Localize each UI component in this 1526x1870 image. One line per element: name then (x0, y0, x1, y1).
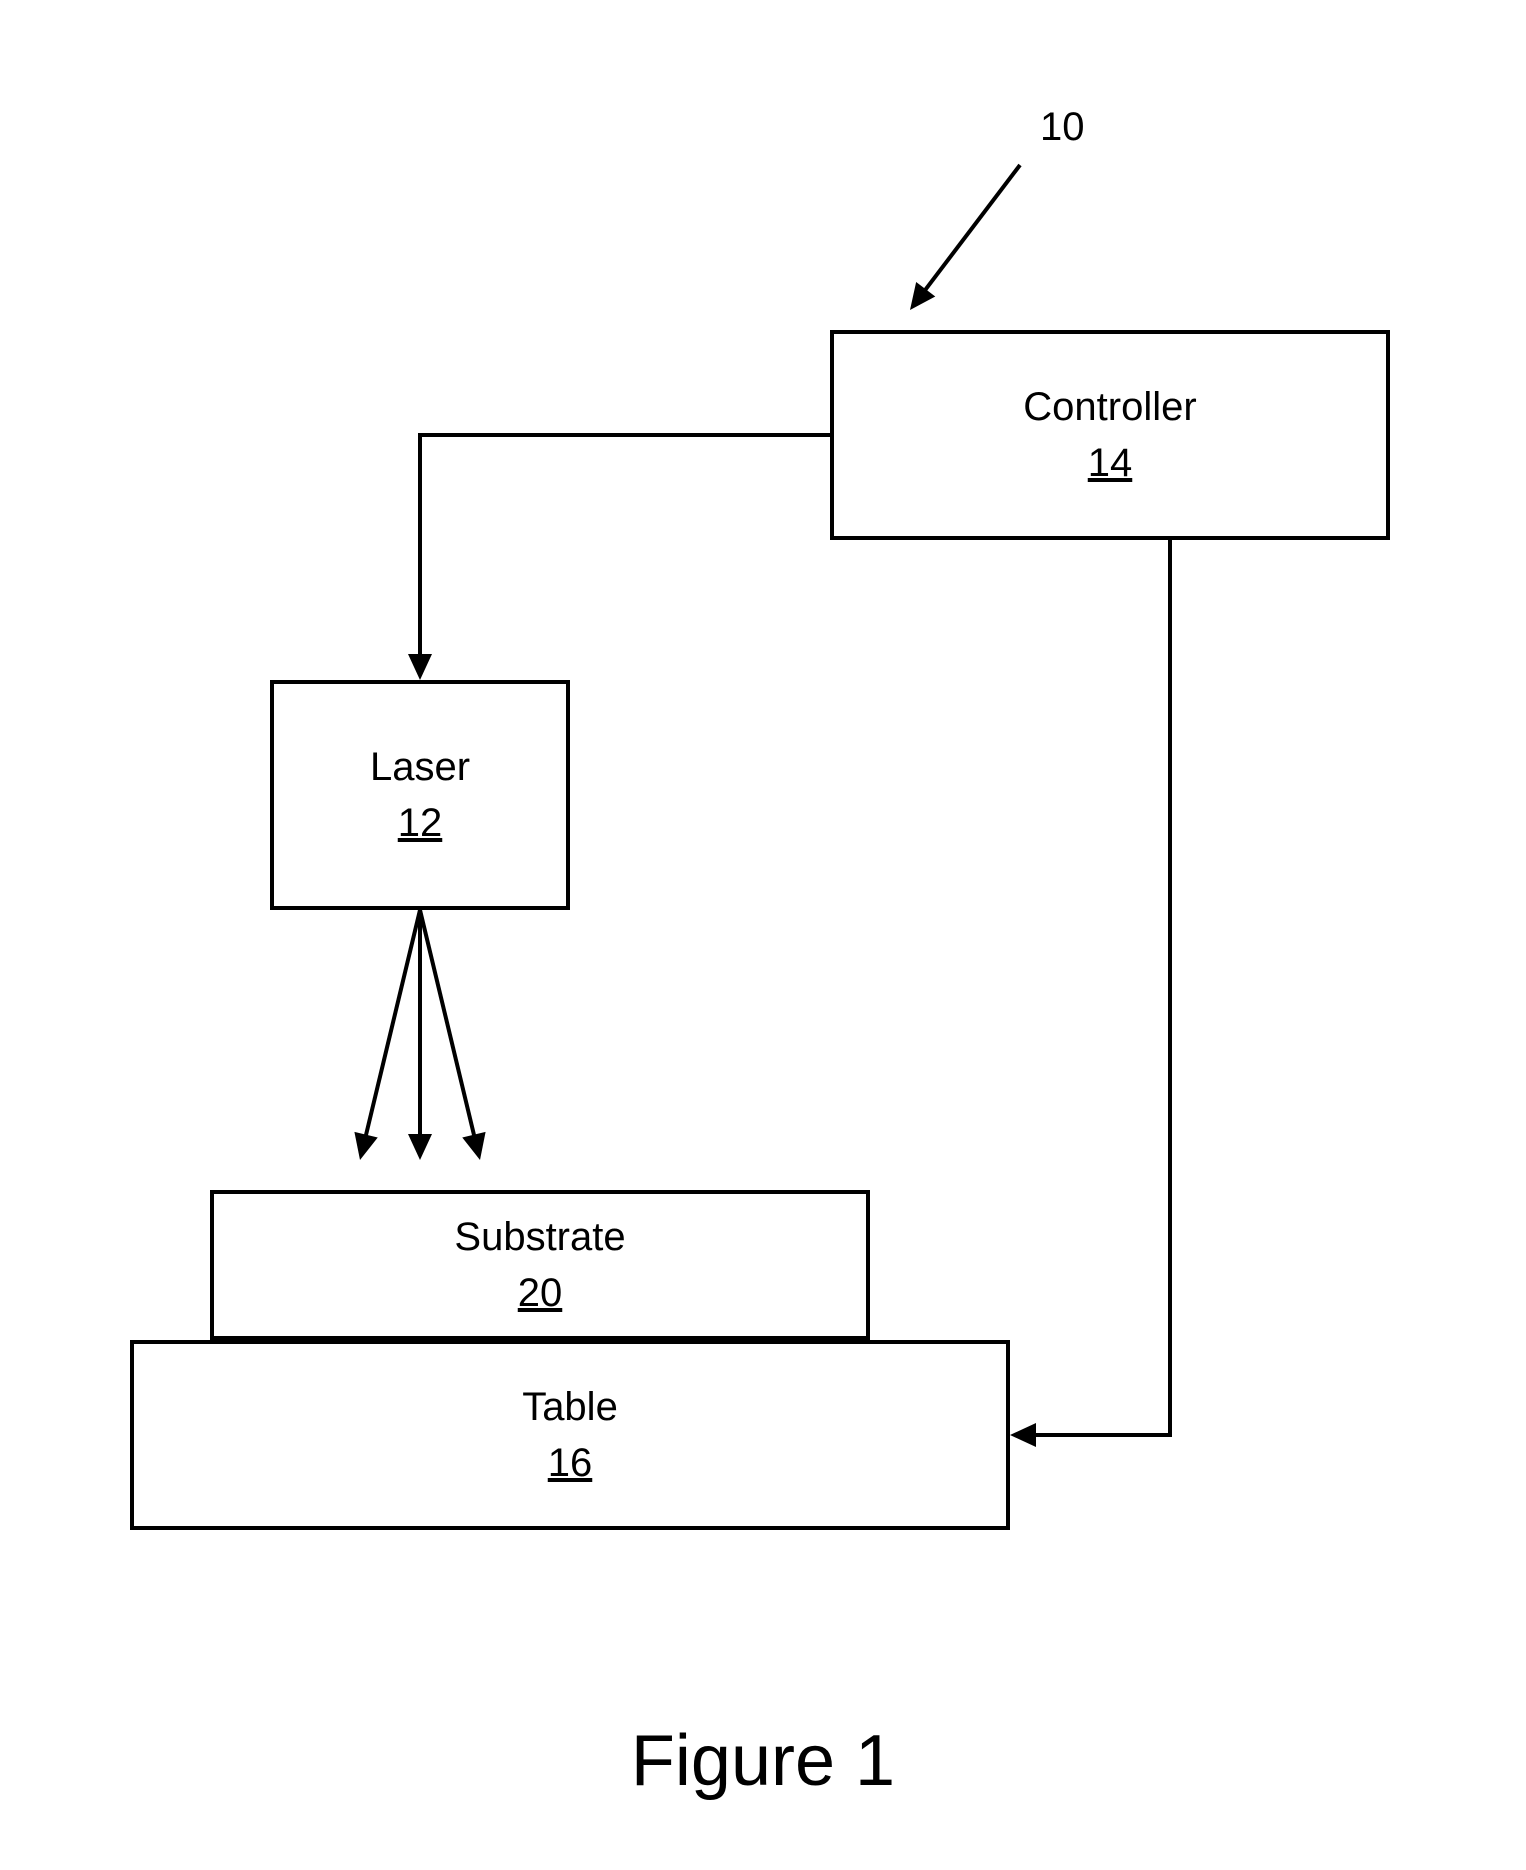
controller-block: Controller 14 (830, 330, 1390, 540)
substrate-label: Substrate (454, 1212, 625, 1262)
table-label: Table (522, 1382, 618, 1432)
system-refnum: 10 (1040, 105, 1085, 150)
figure-caption: Figure 1 (0, 1720, 1526, 1802)
controller-refnum: 14 (1088, 438, 1133, 488)
substrate-block: Substrate 20 (210, 1190, 870, 1340)
substrate-refnum: 20 (518, 1268, 563, 1318)
diagram-connectors (0, 0, 1526, 1870)
laser-block: Laser 12 (270, 680, 570, 910)
table-block: Table 16 (130, 1340, 1010, 1530)
laser-refnum: 12 (398, 798, 443, 848)
table-refnum: 16 (548, 1438, 593, 1488)
laser-label: Laser (370, 742, 470, 792)
controller-label: Controller (1023, 382, 1196, 432)
